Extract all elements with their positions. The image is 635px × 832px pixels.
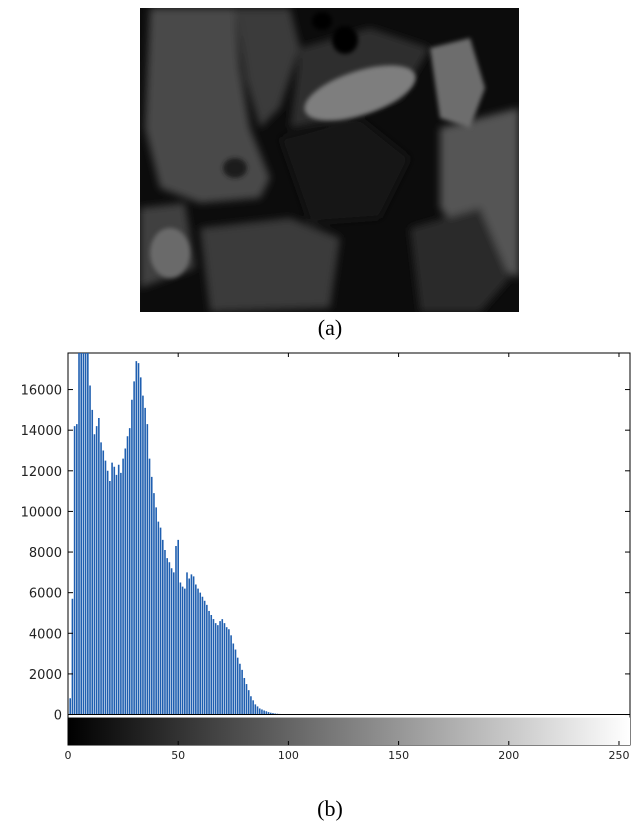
y-tick-label: 16000	[21, 384, 62, 399]
x-tick-label: 100	[278, 749, 299, 762]
x-tick-label: 0	[65, 749, 72, 762]
x-axis: 0 50 100 150 200 250	[65, 353, 629, 762]
histogram-chart: 0 2000 4000 6000 8000 10000 12000 14000 16000 0 5…	[21, 352, 631, 762]
mri-slice-drawing	[140, 8, 519, 312]
y-tick-label: 6000	[29, 587, 62, 602]
y-tick-label: 14000	[21, 424, 62, 439]
y-tick-label: 4000	[29, 627, 62, 642]
y-tick-label: 0	[54, 709, 62, 724]
x-tick-label: 250	[608, 749, 629, 762]
x-tick-label: 50	[171, 749, 185, 762]
y-tick-label: 2000	[29, 668, 62, 683]
x-tick-label: 150	[388, 749, 409, 762]
colorbar	[68, 717, 630, 745]
histogram-bars	[69, 353, 301, 715]
x-tick-label: 200	[498, 749, 519, 762]
y-axis: 0 2000 4000 6000 8000 10000 12000 14000 16000	[21, 384, 630, 724]
caption-b: (b)	[317, 796, 343, 821]
y-tick-label: 12000	[21, 465, 62, 480]
mri-image	[140, 8, 519, 312]
y-tick-label: 10000	[21, 505, 62, 520]
caption-a: (a)	[317, 315, 343, 340]
y-tick-label: 8000	[29, 546, 62, 561]
